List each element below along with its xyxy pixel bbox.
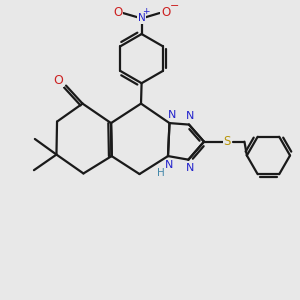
Text: N: N bbox=[165, 160, 174, 170]
Text: N: N bbox=[168, 110, 176, 120]
Text: O: O bbox=[113, 6, 122, 19]
Text: S: S bbox=[224, 135, 231, 148]
Text: N: N bbox=[186, 111, 195, 121]
Text: +: + bbox=[142, 7, 150, 16]
Text: O: O bbox=[161, 6, 170, 19]
Text: H: H bbox=[157, 168, 164, 178]
Text: N: N bbox=[138, 14, 146, 23]
Text: N: N bbox=[186, 163, 194, 173]
Text: O: O bbox=[54, 74, 64, 87]
Text: −: − bbox=[170, 2, 179, 11]
